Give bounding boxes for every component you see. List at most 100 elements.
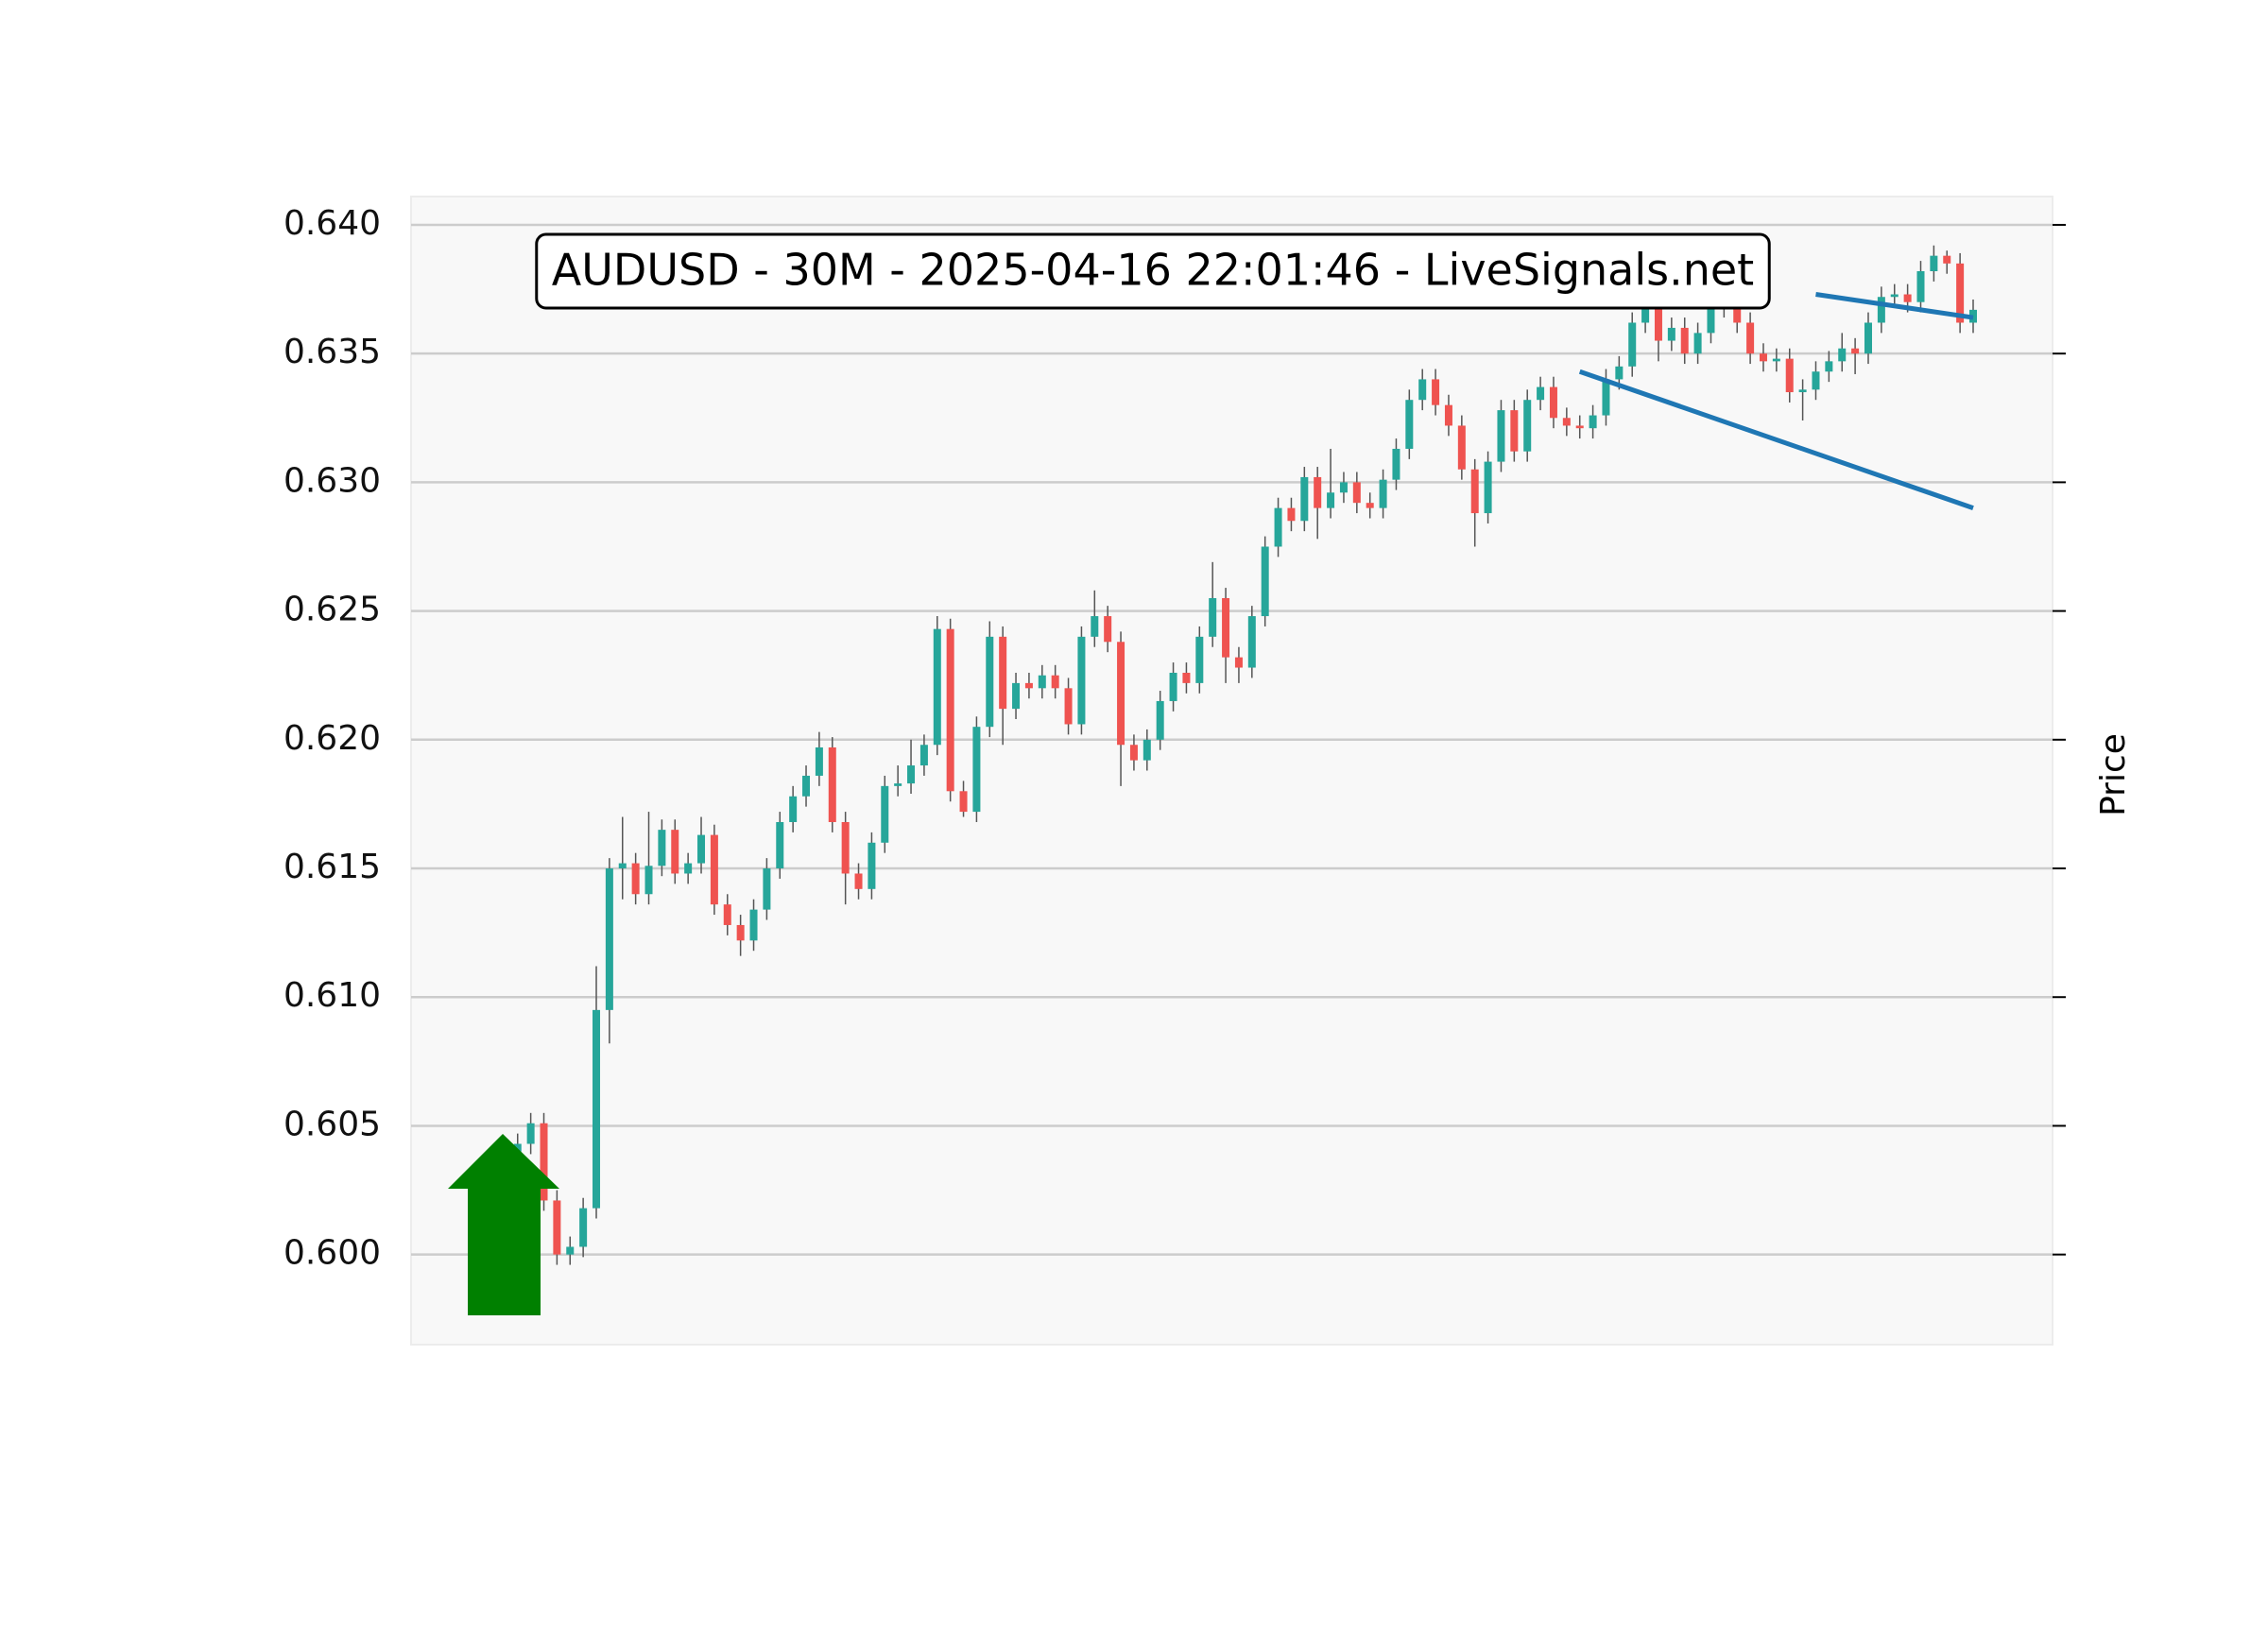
candle-body	[1510, 410, 1519, 452]
candle-body	[1812, 371, 1820, 390]
y-tick-label: 0.640	[284, 204, 381, 243]
candle-body	[1825, 361, 1833, 372]
candle-body	[763, 868, 771, 910]
candle-body	[972, 727, 981, 813]
candle-body	[1877, 297, 1885, 323]
candle-body	[776, 821, 784, 869]
candle-body	[1104, 616, 1112, 643]
candle-body	[1733, 297, 1742, 323]
candle-body	[1772, 358, 1780, 362]
candle-body	[789, 796, 798, 822]
candle-body	[749, 909, 758, 941]
candle-body	[1012, 682, 1021, 710]
candle-body	[919, 745, 928, 766]
candle-body	[1051, 675, 1059, 689]
candle-body	[1680, 327, 1689, 354]
candle-body	[1024, 682, 1033, 689]
candle-body	[1247, 616, 1256, 668]
candle-body	[1470, 469, 1479, 514]
candle-body	[1143, 739, 1151, 761]
y-tick-label: 0.620	[284, 719, 381, 758]
candle-body	[1549, 386, 1557, 419]
candle-body	[1405, 400, 1414, 449]
candle-body	[1064, 688, 1073, 725]
candle-body	[1444, 404, 1452, 426]
title-box	[535, 232, 1771, 310]
candle-body	[1930, 255, 1938, 272]
candle-body	[828, 746, 836, 822]
candle-body	[1746, 322, 1755, 354]
candle-body	[1274, 507, 1282, 547]
y-tick-label: 0.635	[284, 333, 381, 371]
y-tick-label: 0.605	[284, 1105, 381, 1143]
candle-body	[1209, 597, 1217, 637]
candle-body	[1457, 425, 1466, 470]
candle-body	[658, 830, 666, 866]
candle-body	[1693, 333, 1702, 354]
candle-body	[553, 1200, 561, 1255]
candle-body	[1379, 479, 1387, 508]
candle-body	[1785, 358, 1794, 393]
candle-body	[1602, 379, 1610, 416]
candle-body	[959, 791, 968, 813]
candle-body	[1314, 476, 1322, 508]
candle-body	[854, 873, 863, 889]
y-tick-label: 0.630	[284, 461, 381, 500]
candle-body	[1129, 745, 1138, 761]
y-tick-label: 0.625	[284, 591, 381, 629]
candle-body	[841, 821, 850, 874]
candle-body	[618, 863, 627, 869]
candle-body	[1392, 448, 1400, 480]
candle-body	[1903, 294, 1912, 302]
candle-body	[1589, 415, 1597, 429]
candle-body	[1864, 322, 1872, 354]
candle-body	[1562, 418, 1571, 426]
trend-lines	[1578, 292, 1974, 510]
candle-body	[1091, 616, 1099, 637]
candle-body	[710, 834, 718, 905]
y-tick-label: 0.615	[284, 848, 381, 886]
candle-body	[1575, 425, 1584, 429]
candle-body	[1352, 482, 1361, 504]
candle-body	[999, 636, 1007, 710]
candle-body	[1261, 546, 1269, 617]
candle-body	[1222, 597, 1230, 658]
candle-body	[1418, 379, 1427, 401]
y-tick-label: 0.610	[284, 976, 381, 1015]
candle-body	[697, 834, 706, 864]
chart-title: AUDUSD - 30M - 2025-04-16 22:01:46 - Liv…	[552, 245, 1754, 296]
candle-body	[894, 783, 902, 786]
candle-body	[579, 1208, 588, 1247]
candle-body	[723, 904, 731, 925]
candle-body	[605, 868, 613, 1010]
candle-body	[1182, 672, 1191, 683]
candle-body	[1759, 353, 1767, 362]
trend-line	[1815, 292, 1974, 320]
candle-body	[1234, 657, 1243, 668]
candle-body	[593, 1009, 601, 1209]
candle-body	[1798, 389, 1807, 393]
candle-body	[1956, 263, 1965, 323]
candle-body	[671, 830, 679, 874]
candle-body	[1641, 297, 1650, 323]
candle-body	[1654, 297, 1662, 341]
candle-body	[1038, 675, 1046, 689]
candle-body	[1484, 461, 1492, 514]
candle-body	[513, 1143, 522, 1152]
candle-body	[1156, 700, 1164, 740]
candle-body	[1432, 379, 1440, 405]
candle-body	[1916, 271, 1925, 302]
candle-body	[1300, 476, 1309, 522]
candle-body	[1628, 322, 1637, 367]
candle-body	[1366, 503, 1374, 508]
candle-body	[540, 1123, 548, 1201]
candle-body	[684, 863, 693, 874]
candle-body	[1615, 366, 1624, 380]
candle-body	[644, 866, 653, 895]
candle-body	[1537, 386, 1545, 401]
candle-body	[986, 636, 994, 728]
candle-body	[1169, 672, 1177, 701]
candle-body	[868, 842, 876, 889]
candle-body	[631, 863, 640, 895]
candle-body	[1287, 507, 1296, 522]
